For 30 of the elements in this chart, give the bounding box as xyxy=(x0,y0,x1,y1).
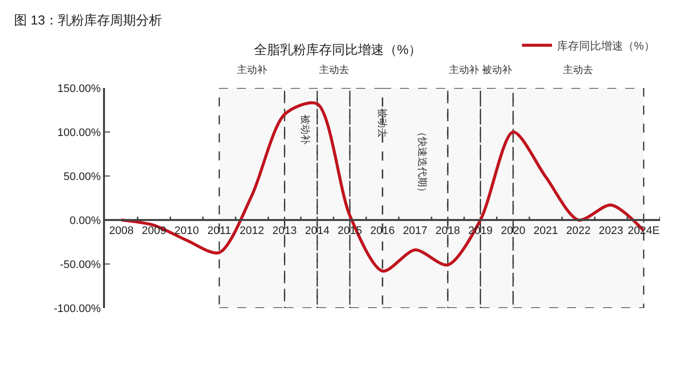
band-label: 主动补 xyxy=(449,64,479,76)
band-label: 被动补 xyxy=(482,64,512,76)
x-tick-label: 2012 xyxy=(240,225,264,238)
y-tick-label: -50.00% xyxy=(60,258,102,271)
x-tick-label: 2020 xyxy=(500,225,526,238)
x-tick-label: 2016 xyxy=(370,225,395,238)
x-tick-label: 2014 xyxy=(304,225,330,238)
y-tick-label: 50.00% xyxy=(63,170,102,183)
chart-title: 图 13：乳粉库存周期分析 xyxy=(14,12,162,28)
y-tick-label: 0.00% xyxy=(70,214,102,227)
x-tick-label: 2021 xyxy=(534,225,558,238)
x-tick-label: 2013 xyxy=(272,225,297,238)
y-tick-label: 150.00% xyxy=(57,82,102,95)
chart-subtitle: 全脂乳粉库存同比增速（%） xyxy=(254,42,422,57)
x-tick-label: 2011 xyxy=(207,225,232,238)
x-tick-label: 2018 xyxy=(436,225,460,238)
x-tick-label: 2017 xyxy=(402,225,428,238)
annotation: 被动补 xyxy=(299,114,311,144)
band-label: 主动去 xyxy=(563,64,593,76)
y-tick-label: 100.00% xyxy=(57,126,102,139)
legend-label: 库存同比增速（%） xyxy=(557,40,655,53)
y-tick-label: -100.00% xyxy=(54,302,102,315)
x-tick-label: 2022 xyxy=(566,225,591,238)
band-label: 主动补 xyxy=(237,64,267,76)
x-tick-label: 2009 xyxy=(142,225,166,238)
annotation: （快速迭代期） xyxy=(416,127,428,198)
x-tick-label: 2010 xyxy=(174,225,199,238)
x-tick-label: 2008 xyxy=(109,225,134,238)
x-tick-label: 2023 xyxy=(598,225,624,238)
band-label: 主动去 xyxy=(319,64,349,76)
